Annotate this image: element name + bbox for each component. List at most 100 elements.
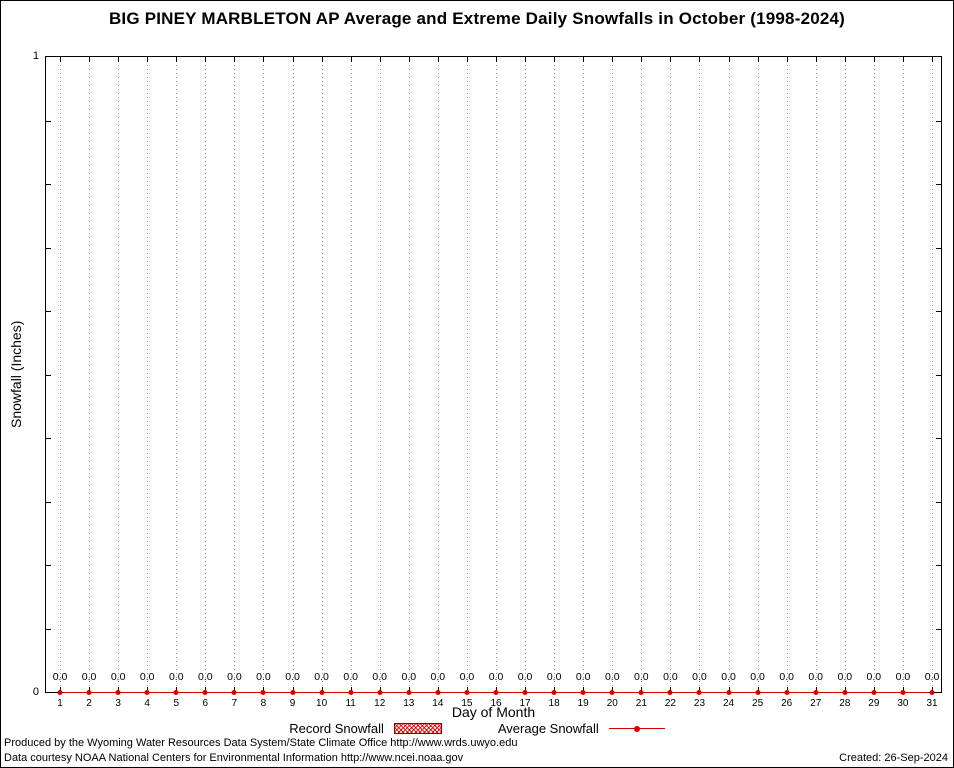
x-axis-label: Day of Month [451, 704, 536, 720]
x-tick-bottom-day-2 [89, 687, 91, 692]
average-snowfall-point-day-9 [290, 690, 296, 695]
footer-produced-by: Produced by the Wyoming Water Resources … [4, 737, 518, 749]
average-snowfall-point-day-16 [493, 690, 499, 695]
x-tick-top-day-21 [641, 57, 643, 62]
data-label-day-16: 0.0 [488, 671, 504, 683]
x-tick-top-day-17 [525, 57, 527, 62]
x-tick-top-day-5 [176, 57, 178, 62]
x-tick-top-day-31 [932, 57, 933, 62]
data-label-day-11: 0.0 [343, 671, 358, 683]
average-snowfall-point-day-13 [406, 690, 412, 695]
gridline-day-14 [437, 57, 439, 692]
x-tick-label-day-12: 12 [374, 698, 386, 709]
x-tick-bottom-day-30 [902, 687, 904, 692]
data-label-day-13: 0.0 [401, 671, 417, 683]
data-label-day-12: 0.0 [372, 671, 388, 683]
average-snowfall-point-day-12 [377, 690, 383, 695]
x-tick-top-day-10 [321, 57, 323, 62]
gridline-day-24 [728, 57, 730, 692]
data-label-day-2: 0.0 [81, 671, 97, 683]
x-tick-label-day-22: 22 [664, 698, 676, 709]
y-tick-left [46, 374, 51, 376]
y-tick-left [46, 184, 51, 185]
legend-average-snowfall-label: Average Snowfall [497, 721, 599, 736]
data-label-day-21: 0.0 [634, 671, 649, 683]
x-tick-top-day-25 [757, 57, 759, 62]
gridline-day-4 [147, 57, 149, 692]
x-tick-label-day-3: 3 [115, 698, 121, 709]
average-snowfall-point-day-14 [435, 690, 441, 695]
average-snowfall-point-day-19 [580, 690, 586, 695]
y-tick-right [936, 628, 941, 630]
y-tick-left [46, 565, 51, 566]
average-snowfall-point-day-22 [667, 690, 673, 695]
data-label-day-24: 0.0 [721, 671, 736, 683]
x-tick-bottom-day-11 [350, 687, 352, 692]
gridline-day-23 [699, 57, 701, 692]
gridline-day-13 [408, 57, 410, 692]
x-tick-top-day-28 [844, 57, 846, 62]
x-tick-top-day-24 [728, 57, 730, 62]
gridline-day-29 [873, 57, 875, 692]
x-tick-label-day-2: 2 [86, 698, 92, 709]
gridline-day-12 [379, 57, 381, 692]
x-tick-bottom-day-29 [873, 687, 875, 692]
x-tick-top-day-26 [786, 57, 788, 62]
data-label-day-10: 0.0 [314, 671, 329, 683]
x-tick-label-day-8: 8 [260, 698, 267, 709]
x-tick-bottom-day-23 [699, 687, 701, 692]
x-tick-bottom-day-19 [583, 687, 585, 692]
x-tick-bottom-day-12 [379, 687, 381, 692]
data-label-day-22: 0.0 [663, 671, 678, 683]
x-tick-top-day-3 [118, 57, 120, 62]
data-label-day-29: 0.0 [866, 671, 882, 683]
gridline-day-16 [496, 57, 497, 692]
x-tick-bottom-day-4 [147, 687, 149, 692]
x-tick-bottom-day-20 [612, 687, 614, 692]
x-tick-top-day-9 [292, 57, 294, 62]
x-tick-top-day-22 [670, 57, 672, 62]
x-tick-label-day-23: 23 [693, 698, 706, 709]
data-label-day-25: 0.0 [750, 671, 765, 683]
x-tick-label-day-24: 24 [722, 698, 735, 709]
y-tick-right [936, 120, 941, 122]
x-tick-label-day-11: 11 [345, 698, 356, 709]
x-tick-label-day-14: 14 [432, 698, 444, 709]
x-tick-label-day-7: 7 [231, 698, 238, 709]
data-label-day-18: 0.0 [546, 671, 562, 683]
y-tick-left [46, 311, 51, 312]
average-snowfall-point-day-1 [57, 690, 63, 695]
y-tick-left [46, 120, 51, 122]
data-label-day-23: 0.0 [692, 671, 707, 683]
data-label-day-30: 0.0 [895, 671, 911, 683]
data-label-day-19: 0.0 [575, 671, 591, 683]
y-tick-left [46, 628, 51, 630]
x-tick-bottom-day-14 [437, 687, 439, 692]
y-tick-left [46, 247, 51, 249]
x-tick-bottom-day-3 [118, 687, 120, 692]
y-tick-left [46, 501, 51, 503]
y-tick-right [936, 184, 941, 185]
average-snowfall-point-day-10 [319, 690, 325, 695]
x-tick-top-day-6 [205, 57, 207, 62]
data-label-day-31: 0.0 [924, 671, 940, 683]
x-tick-top-day-2 [89, 57, 91, 62]
x-tick-label-day-19: 19 [577, 698, 589, 709]
gridline-day-25 [757, 57, 759, 692]
gridline-day-27 [815, 57, 817, 692]
y-tick-right [936, 311, 941, 312]
legend-point-icon [633, 725, 640, 732]
x-tick-top-day-16 [496, 57, 497, 62]
x-tick-bottom-day-16 [496, 687, 497, 692]
x-tick-bottom-day-10 [321, 687, 323, 692]
average-snowfall-point-day-29 [871, 690, 877, 695]
x-tick-label-day-20: 20 [606, 698, 618, 709]
gridline-day-21 [641, 57, 643, 692]
gridline-day-2 [89, 57, 91, 692]
data-label-day-9: 0.0 [285, 671, 300, 683]
data-label-day-20: 0.0 [604, 671, 620, 683]
x-tick-label-day-30: 30 [897, 698, 909, 709]
gridline-day-6 [205, 57, 207, 692]
average-snowfall-point-day-4 [144, 690, 150, 695]
